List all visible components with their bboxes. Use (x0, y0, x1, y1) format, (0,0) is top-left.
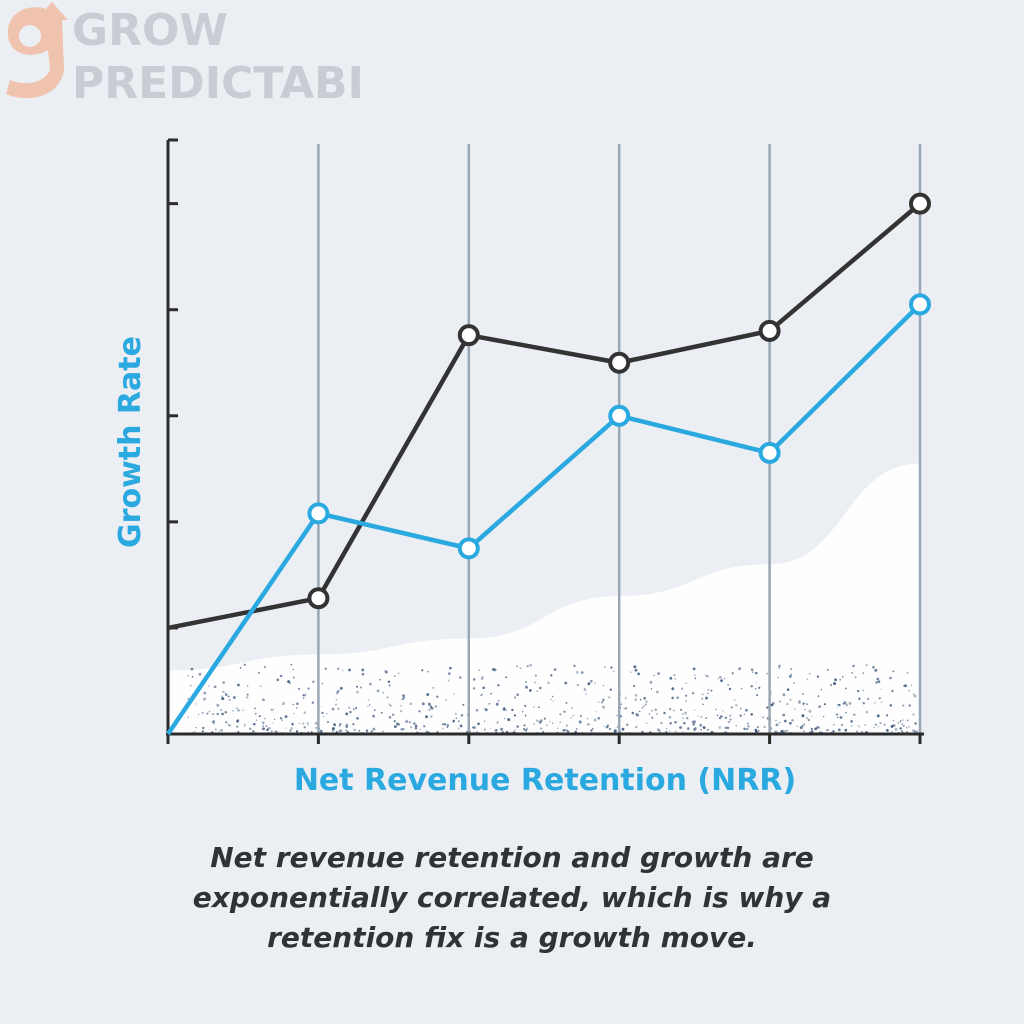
y-axis-label: Growth Rate (113, 336, 148, 548)
series-0-point-4 (758, 319, 781, 342)
series-1-point-1 (307, 502, 330, 525)
axes (166, 138, 924, 744)
series-1 (166, 293, 931, 736)
series (166, 192, 931, 736)
background-area (168, 463, 920, 736)
series-1-point-2 (457, 537, 480, 560)
gridlines (317, 144, 922, 734)
series-0-point-1 (307, 587, 330, 610)
brand-line-2: PREDICTABLY (72, 58, 360, 109)
caption: Net revenue retention and growth are exp… (192, 841, 832, 954)
series-0-point-3 (608, 351, 631, 374)
series-0 (167, 192, 931, 631)
x-axis-label: Net Revenue Retention (NRR) (294, 763, 796, 798)
series-0-point-5 (909, 192, 931, 215)
series-1-point-5 (909, 293, 931, 316)
brand-logo: GROW PREDICTABLY (6, 2, 360, 109)
brand-line-1: GROW (72, 5, 228, 56)
series-0-line (167, 201, 922, 631)
series-1-line (166, 302, 922, 736)
series-0-point-2 (457, 324, 480, 347)
series-1-point-3 (608, 404, 631, 427)
grow-monogram-icon (6, 2, 68, 99)
background-area-shape (168, 463, 920, 734)
series-1-point-4 (758, 441, 781, 464)
